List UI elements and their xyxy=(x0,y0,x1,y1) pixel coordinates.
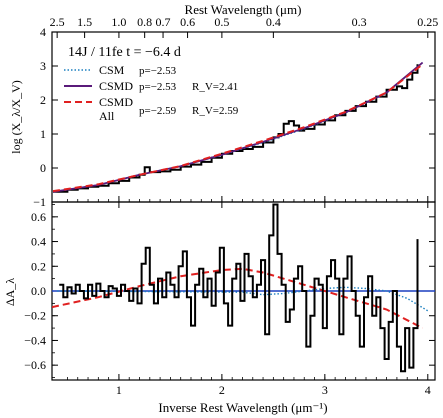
bottom-x-tick-label: 2 xyxy=(219,383,225,397)
legend-fit-value: p=−2.53 xyxy=(139,65,177,77)
bottom-x-tick-label: 4 xyxy=(425,383,431,397)
legend-label: CSM xyxy=(99,63,125,77)
top-y-tick-label: 2 xyxy=(40,93,46,107)
top-axis-label: Rest Wavelength (μm) xyxy=(185,2,302,17)
top-series-csmd-all xyxy=(52,63,424,193)
legend-rv-value: R_V=2.59 xyxy=(192,105,239,117)
bottom-y-tick-label: −0.2 xyxy=(24,309,46,323)
wavelength-tick-label: 0.8 xyxy=(137,15,152,29)
legend-rv-value: R_V=2.41 xyxy=(192,81,238,93)
wavelength-tick-label: 0.7 xyxy=(156,15,171,29)
bottom-y-tick-label: 0.2 xyxy=(31,259,46,273)
legend-label: CSMD xyxy=(99,95,133,109)
bottom-x-tick-label: 1 xyxy=(116,383,122,397)
bottom-y-tick-label: −0.4 xyxy=(24,333,46,347)
wavelength-tick-label: 0.25 xyxy=(417,15,438,29)
top-y-axis-label: log (X_λ/X_V) xyxy=(9,80,23,153)
residual-line xyxy=(59,203,419,373)
wavelength-tick-label: 1.5 xyxy=(77,15,92,29)
wavelength-tick-label: 0.5 xyxy=(214,15,229,29)
top-y-tick-label: −1 xyxy=(33,195,46,209)
legend-label: CSMD xyxy=(99,79,133,93)
panel-annotation: 14J / 11fe t = −6.4 d xyxy=(68,45,181,60)
legend-fit-value: p=−2.59 xyxy=(139,105,177,117)
bottom-y-tick-label: 0.4 xyxy=(31,235,46,249)
wavelength-tick-label: 0.6 xyxy=(180,15,195,29)
wavelength-tick-label: 2.5 xyxy=(50,15,65,29)
bottom-y-tick-label: 0.0 xyxy=(31,284,46,298)
x-axis-label: Inverse Rest Wavelength (μm⁻¹) xyxy=(158,400,327,415)
top-y-tick-label: 1 xyxy=(40,127,46,141)
top-y-tick-label: 4 xyxy=(40,25,46,39)
bottom-x-tick-label: 3 xyxy=(322,383,328,397)
wavelength-tick-label: 0.3 xyxy=(352,15,367,29)
wavelength-tick-label: 0.4 xyxy=(266,15,281,29)
legend-label-line2: All xyxy=(99,109,115,123)
bottom-y-tick-label: −0.6 xyxy=(24,358,46,372)
bottom-y-axis-label: ΔA_λ xyxy=(3,278,17,306)
wavelength-tick-label: 1.0 xyxy=(111,15,126,29)
bottom-panel: 0.6 0.4 0.2 0.0 −0.2 −0.4 −0.6 1 2 3 4 ΔA_λ Invers… xyxy=(3,201,436,415)
legend-fit-value: p=−2.53 xyxy=(139,81,177,93)
top-y-tick-label: 0 xyxy=(40,161,46,175)
top-y-tick-label: 3 xyxy=(40,59,46,73)
bottom-y-tick-label: 0.6 xyxy=(31,210,46,224)
